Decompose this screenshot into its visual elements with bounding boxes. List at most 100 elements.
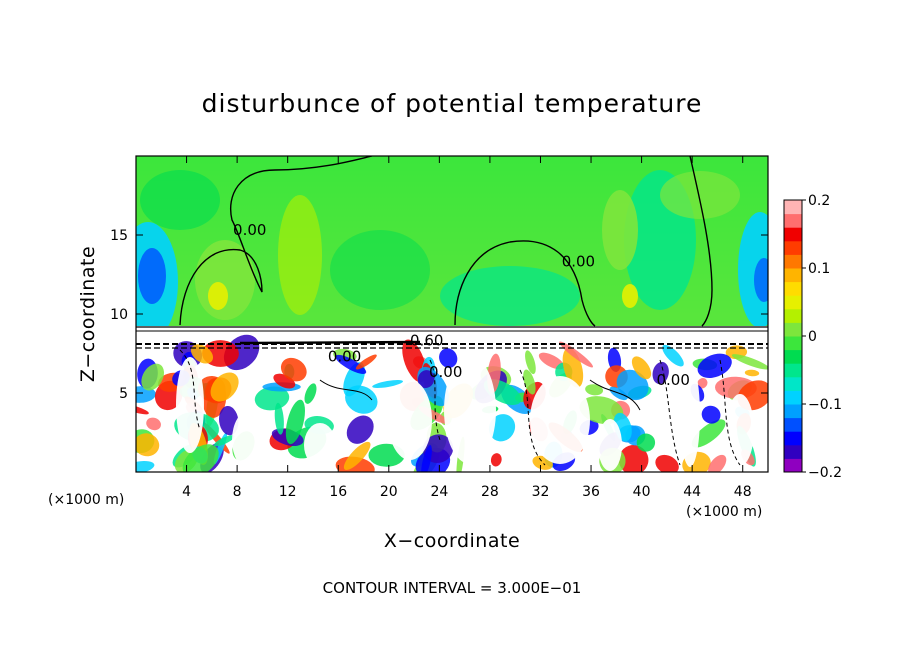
field-patch — [330, 230, 430, 310]
field-patch — [691, 419, 726, 448]
field-patch — [579, 396, 624, 425]
field-patch — [754, 258, 768, 302]
contour-label: 0.00 — [656, 371, 689, 389]
contour-line — [659, 359, 681, 466]
field-patch — [232, 410, 268, 470]
field-patch — [138, 248, 166, 304]
x-tick-label: 32 — [532, 484, 550, 500]
field-patch — [280, 357, 307, 382]
x-tick-label: 8 — [233, 484, 242, 500]
x-tick-label: 12 — [279, 484, 297, 500]
colorbar-swatch — [784, 363, 802, 378]
field-patch — [345, 385, 378, 414]
field-patch — [559, 341, 594, 368]
upper-anomaly-patches — [136, 170, 768, 342]
field-patch — [210, 372, 239, 402]
x-unit-right: (×1000 m) — [686, 504, 762, 520]
contour-line — [319, 379, 373, 401]
field-patch — [652, 361, 669, 385]
field-patch — [680, 363, 700, 467]
contour-line — [689, 156, 713, 327]
field-patch — [708, 454, 727, 472]
colorbar-tick-label: −0.2 — [808, 465, 842, 481]
y-tick-label: 5 — [119, 386, 128, 402]
x-tick-label: 48 — [734, 484, 752, 500]
field-patch — [417, 370, 435, 389]
colorbar-swatch — [784, 376, 802, 391]
contour-label: 0.00 — [328, 347, 361, 365]
field-patch — [421, 445, 432, 472]
colorbar-swatch — [784, 200, 802, 215]
contour-line — [179, 349, 201, 431]
x-tick-label: 36 — [582, 484, 600, 500]
x-tick-label: 28 — [481, 484, 499, 500]
field-patch — [697, 377, 708, 389]
x-tick-label: 4 — [182, 484, 191, 500]
field-patch — [530, 376, 590, 464]
x-unit-left: (×1000 m) — [48, 492, 124, 508]
contour-line — [719, 359, 741, 466]
colorbar-swatch — [784, 295, 802, 310]
field-patch — [140, 170, 220, 230]
field-patch — [372, 379, 403, 389]
field-patch — [726, 394, 754, 466]
field-patch — [618, 445, 649, 472]
field-patch — [355, 354, 377, 370]
field-patch — [141, 363, 165, 391]
colorbar-swatch — [784, 390, 802, 405]
field-patch — [444, 356, 496, 464]
colorbar-swatch — [784, 336, 802, 351]
contour-line — [454, 240, 596, 327]
colorbar-swatch — [784, 281, 802, 296]
contour-line — [179, 156, 373, 326]
field-patch — [176, 357, 204, 453]
contour-line — [589, 379, 641, 411]
contour-line — [519, 369, 546, 466]
field-patch — [655, 454, 679, 472]
field-patch — [631, 356, 652, 380]
field-patch — [343, 441, 371, 470]
x-axis-label: X−coordinate — [384, 530, 520, 552]
colorbar-swatch — [784, 308, 802, 323]
x-tick-label: 16 — [329, 484, 347, 500]
colorbar-swatch — [784, 431, 802, 446]
field-patch — [440, 266, 580, 326]
field-patch — [304, 383, 317, 404]
x-tick-label: 40 — [633, 484, 651, 500]
field-patch — [525, 350, 536, 375]
contour-label: 0.00 — [233, 221, 266, 239]
contour-interval-note: CONTOUR INTERVAL = 3.000E−01 — [323, 579, 582, 597]
field-patch — [146, 417, 161, 431]
field-patch — [346, 415, 374, 444]
colorbar-tick-label: −0.1 — [808, 397, 842, 413]
field-patch — [622, 284, 638, 308]
contour-label: 0.00 — [429, 363, 462, 381]
field-patch — [388, 380, 432, 460]
x-tick-label: 20 — [380, 484, 398, 500]
field-patch — [278, 195, 322, 315]
y-tick-label: 10 — [110, 307, 128, 323]
colorbar-swatch — [784, 458, 802, 473]
field-patch — [660, 171, 740, 219]
field-patch — [697, 353, 732, 378]
x-tick-label: 44 — [683, 484, 701, 500]
colorbar-swatch — [784, 254, 802, 269]
field-patch — [439, 348, 458, 368]
colorbar-tick-label: 0.1 — [808, 261, 830, 277]
field-patch — [254, 386, 290, 411]
field-patch — [208, 282, 228, 310]
field-patch — [701, 405, 721, 424]
colorbar-swatch — [784, 404, 802, 419]
contour-line — [239, 340, 421, 345]
colorbar-swatch — [784, 240, 802, 255]
x-tick-label: 24 — [430, 484, 448, 500]
contour-lines — [136, 156, 768, 466]
colorbar: 0.2 0.1 0 −0.1 −0.2 — [783, 193, 842, 481]
field-patch — [490, 453, 502, 467]
field-patch — [285, 399, 306, 445]
contour-labels: 0.00 0.00 0.00 0.60 0.00 0.00 — [233, 221, 690, 389]
chart-title: disturbunce of potential temperature — [202, 89, 703, 118]
field-patch — [523, 369, 536, 395]
field-patch — [636, 433, 656, 452]
